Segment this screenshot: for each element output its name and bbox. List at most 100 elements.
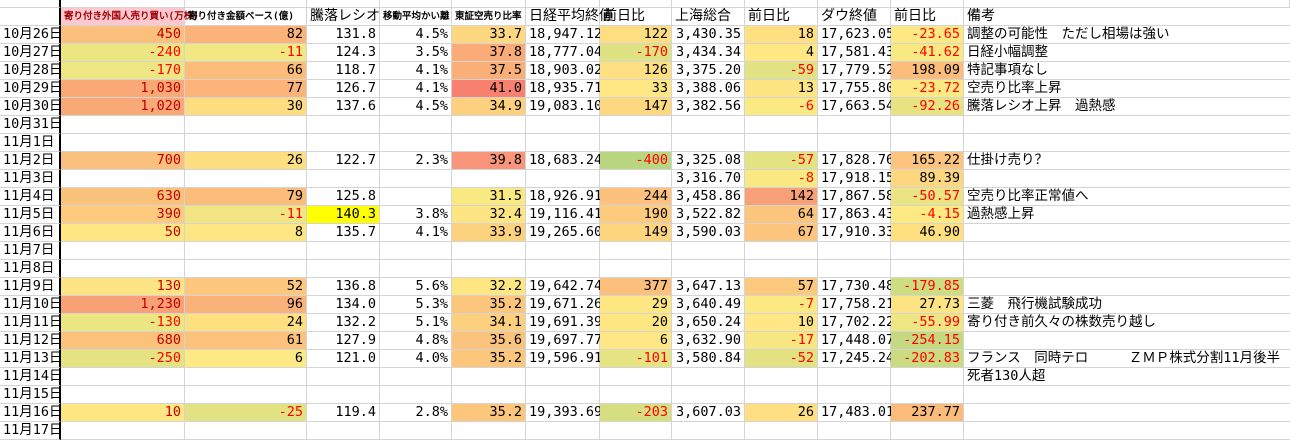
opening-amount-cell[interactable] — [185, 116, 307, 134]
dow-change-cell[interactable]: -4.15 — [891, 206, 964, 224]
nikkei-change-cell[interactable] — [600, 242, 672, 260]
foreign-orders-cell[interactable]: 630 — [61, 188, 185, 206]
short-sell-ratio-cell[interactable]: 31.5 — [452, 188, 526, 206]
blank-cell[interactable] — [818, 0, 891, 8]
short-sell-ratio-cell[interactable]: 35.2 — [452, 404, 526, 422]
ma-deviation-cell[interactable] — [380, 368, 452, 386]
shanghai-change-cell[interactable] — [745, 116, 818, 134]
ma-deviation-cell[interactable] — [380, 242, 452, 260]
dow-change-cell[interactable]: -202.83 — [891, 350, 964, 368]
dow-close-cell[interactable]: 17,867.58 — [818, 188, 894, 206]
opening-amount-cell[interactable]: 82 — [185, 26, 307, 44]
dow-change-cell[interactable]: -254.15 — [891, 332, 964, 350]
remarks-cell[interactable] — [964, 404, 1290, 422]
opening-amount-cell[interactable] — [185, 170, 307, 188]
shanghai-close-cell[interactable]: 3,522.82 — [672, 206, 745, 224]
shanghai-close-cell[interactable]: 3,580.84 — [672, 350, 745, 368]
advance-decline-ratio-cell[interactable] — [307, 368, 380, 386]
advance-decline-ratio-cell[interactable] — [307, 134, 380, 152]
remarks-cell[interactable]: 寄り付き前久々の株数売り越し — [964, 314, 1290, 332]
nikkei-change-cell[interactable]: 377 — [600, 278, 672, 296]
blank-cell[interactable] — [185, 0, 307, 8]
advance-decline-ratio-cell[interactable]: 137.6 — [307, 98, 380, 116]
short-sell-ratio-cell[interactable] — [452, 116, 526, 134]
date-cell[interactable]: 11月6日 — [0, 224, 61, 242]
blank-cell[interactable] — [891, 0, 964, 8]
foreign-orders-cell[interactable] — [61, 170, 185, 188]
opening-amount-cell[interactable]: -11 — [185, 206, 307, 224]
foreign-orders-cell[interactable]: 50 — [61, 224, 185, 242]
ma-deviation-cell[interactable]: 3.5% — [380, 44, 452, 62]
remarks-cell[interactable] — [964, 242, 1290, 260]
shanghai-close-cell[interactable]: 3,375.20 — [672, 62, 745, 80]
dow-change-cell[interactable] — [891, 134, 964, 152]
date-cell[interactable]: 10月26日 — [0, 26, 63, 44]
remarks-cell[interactable]: 過熱感上昇 — [964, 206, 1290, 224]
opening-amount-cell[interactable] — [185, 368, 307, 386]
opening-amount-cell[interactable] — [185, 422, 307, 440]
nikkei-close-cell[interactable]: 19,393.69 — [526, 404, 602, 422]
shanghai-close-cell[interactable]: 3,647.13 — [672, 278, 745, 296]
shanghai-close-cell[interactable]: 3,382.56 — [672, 98, 745, 116]
short-sell-ratio-cell[interactable] — [452, 422, 526, 440]
nikkei-close-cell[interactable]: 19,265.60 — [526, 224, 602, 242]
foreign-orders-cell[interactable] — [61, 242, 185, 260]
shanghai-change-cell[interactable]: -8 — [745, 170, 818, 188]
dow-change-cell[interactable] — [891, 386, 964, 404]
shanghai-change-cell[interactable] — [745, 134, 818, 152]
blank-cell[interactable] — [61, 0, 185, 8]
header-dow-change[interactable]: 前日比 — [891, 8, 964, 26]
nikkei-change-cell[interactable]: -400 — [600, 152, 672, 170]
blank-cell[interactable] — [452, 0, 526, 8]
date-cell[interactable]: 11月7日 — [0, 242, 61, 260]
advance-decline-ratio-cell[interactable] — [307, 386, 380, 404]
short-sell-ratio-cell[interactable] — [452, 368, 526, 386]
ma-deviation-cell[interactable] — [380, 116, 452, 134]
advance-decline-ratio-cell[interactable]: 134.0 — [307, 296, 380, 314]
foreign-orders-cell[interactable]: 700 — [61, 152, 185, 170]
date-cell[interactable]: 10月31日 — [0, 116, 63, 134]
opening-amount-cell[interactable] — [185, 260, 307, 278]
header-shanghai-change[interactable]: 前日比 — [745, 8, 818, 26]
dow-change-cell[interactable]: 89.39 — [891, 170, 964, 188]
shanghai-close-cell[interactable]: 3,632.90 — [672, 332, 745, 350]
short-sell-ratio-cell[interactable]: 34.9 — [452, 98, 526, 116]
header-shanghai-close[interactable]: 上海総合 — [672, 8, 745, 26]
shanghai-close-cell[interactable] — [672, 386, 745, 404]
remarks-cell[interactable] — [964, 134, 1290, 152]
short-sell-ratio-cell[interactable] — [452, 242, 526, 260]
ma-deviation-cell[interactable]: 5.1% — [380, 314, 452, 332]
dow-close-cell[interactable]: 17,828.76 — [818, 152, 894, 170]
dow-change-cell[interactable] — [891, 422, 964, 440]
nikkei-close-cell[interactable] — [526, 242, 600, 260]
shanghai-change-cell[interactable]: -59 — [745, 62, 818, 80]
dow-close-cell[interactable] — [818, 116, 891, 134]
advance-decline-ratio-cell[interactable]: 124.3 — [307, 44, 380, 62]
shanghai-change-cell[interactable] — [745, 422, 818, 440]
date-cell[interactable]: 11月1日 — [0, 134, 61, 152]
foreign-orders-cell[interactable]: -170 — [61, 62, 185, 80]
shanghai-close-cell[interactable]: 3,325.08 — [672, 152, 745, 170]
nikkei-close-cell[interactable] — [526, 134, 600, 152]
ma-deviation-cell[interactable]: 4.1% — [380, 80, 452, 98]
ma-deviation-cell[interactable]: 5.3% — [380, 296, 452, 314]
short-sell-ratio-cell[interactable]: 41.0 — [452, 80, 526, 98]
remarks-cell[interactable] — [964, 422, 1290, 440]
dow-close-cell[interactable]: 17,702.22 — [818, 314, 894, 332]
remarks-cell[interactable] — [964, 224, 1290, 242]
header-ma-deviation[interactable]: 移動平均かい離 — [380, 8, 452, 26]
dow-change-cell[interactable] — [891, 260, 964, 278]
foreign-orders-cell[interactable] — [61, 116, 185, 134]
blank-cell[interactable] — [307, 0, 380, 8]
foreign-orders-cell[interactable]: 130 — [61, 278, 185, 296]
short-sell-ratio-cell[interactable] — [452, 134, 526, 152]
foreign-orders-cell[interactable]: -240 — [61, 44, 185, 62]
opening-amount-cell[interactable]: -11 — [185, 44, 307, 62]
remarks-cell[interactable] — [964, 260, 1290, 278]
foreign-orders-cell[interactable]: 1,030 — [61, 80, 185, 98]
short-sell-ratio-cell[interactable]: 33.7 — [452, 26, 526, 44]
remarks-cell[interactable]: 三菱 飛行機試験成功 — [964, 296, 1290, 314]
shanghai-close-cell[interactable]: 3,590.03 — [672, 224, 745, 242]
shanghai-change-cell[interactable]: -6 — [745, 98, 818, 116]
blank-cell[interactable] — [0, 0, 61, 8]
